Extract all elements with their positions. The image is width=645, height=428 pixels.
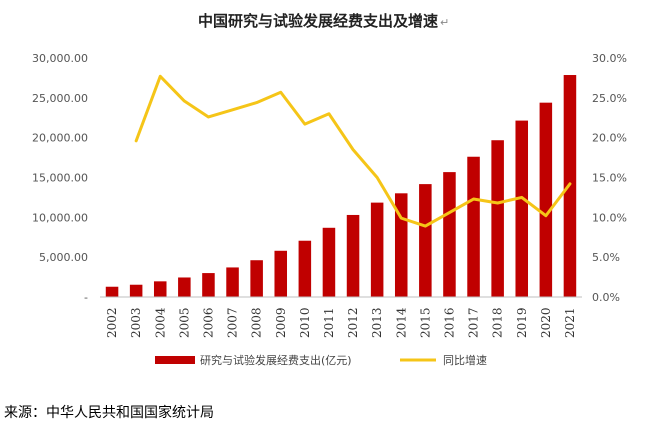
title-paragraph-mark: ↵: [440, 16, 449, 29]
growth-point-2010: [303, 123, 306, 126]
source-note: 来源：中华人民共和国国家统计局: [4, 405, 214, 421]
growth-point-2015: [424, 225, 427, 228]
x-tick-label: 2004: [153, 307, 167, 338]
right-tick-label: 15.0%: [592, 172, 627, 185]
left-tick-label: 30,000.00: [32, 52, 88, 65]
growth-point-2011: [327, 112, 330, 115]
legend-line-label: 同比增速: [443, 353, 487, 367]
bar-2003: [129, 284, 143, 297]
x-tick-label: 2021: [563, 307, 577, 338]
bar-2011: [322, 227, 336, 297]
growth-point-2020: [544, 214, 547, 217]
growth-point-2012: [352, 148, 355, 151]
x-tick-label: 2005: [177, 307, 191, 338]
bar-2009: [274, 250, 288, 297]
x-tick-label: 2019: [515, 307, 529, 338]
x-tick-label: 2014: [394, 307, 408, 338]
left-tick-label: -: [84, 291, 88, 304]
growth-point-2007: [231, 108, 234, 111]
bar-2008: [250, 260, 263, 297]
x-tick-label: 2015: [418, 307, 432, 338]
growth-point-2005: [183, 100, 186, 103]
bar-2016: [443, 172, 456, 297]
left-tick-label: 25,000.00: [32, 92, 88, 105]
x-tick-label: 2018: [491, 307, 505, 338]
x-tick-label: 2020: [539, 307, 553, 338]
x-tick-label: 2012: [346, 307, 360, 338]
x-tick-label: 2017: [467, 307, 481, 338]
left-tick-label: 5,000.00: [39, 251, 88, 264]
bar-2007: [226, 267, 239, 297]
bar-2019: [515, 120, 529, 297]
x-tick-label: 2003: [129, 307, 143, 338]
x-tick-label: 2006: [201, 307, 215, 338]
bar-2006: [202, 273, 215, 297]
growth-point-2004: [159, 75, 162, 78]
right-tick-label: 20.0%: [592, 132, 627, 145]
bar-2012: [346, 214, 360, 297]
legend-bar-swatch: [155, 356, 195, 364]
left-axis: - 5,000.00 10,000.00 15,000.00 20,000.00 25,0…: [32, 52, 88, 304]
legend: 研究与试验发展经费支出(亿元) 同比增速: [155, 353, 487, 367]
growth-point-2016: [448, 211, 451, 214]
growth-point-2013: [376, 176, 379, 179]
right-axis: 0.0% 5.0% 10.0% 15.0% 20.0% 25.0% 30.0%: [592, 52, 627, 304]
growth-point-2021: [568, 182, 571, 185]
x-tick-label: 2002: [105, 307, 119, 338]
x-tick-label: 2016: [442, 307, 456, 338]
x-tick-label: 2008: [250, 307, 264, 338]
x-tick-label: 2009: [274, 307, 288, 338]
bar-2018: [491, 140, 504, 297]
x-axis: 2002 2003 2004 2005 2006 2007 2008 2009 2010 2011…: [100, 296, 582, 338]
left-tick-label: 15,000.00: [32, 172, 88, 185]
bar-2010: [298, 240, 312, 297]
bar-2002: [105, 286, 119, 297]
bar-2005: [178, 277, 191, 297]
growth-point-2008: [255, 101, 258, 104]
growth-point-2017: [472, 198, 475, 201]
growth-point-2014: [400, 217, 403, 220]
growth-point-2006: [207, 115, 210, 118]
plot-area: [105, 74, 577, 298]
right-tick-label: 30.0%: [592, 52, 627, 65]
right-tick-label: 0.0%: [592, 291, 620, 304]
growth-line: [134, 74, 572, 228]
right-tick-label: 25.0%: [592, 92, 627, 105]
x-tick-label: 2011: [322, 307, 336, 338]
bar-2017: [467, 156, 480, 297]
x-tick-label: 2010: [298, 307, 312, 338]
growth-point-2003: [135, 139, 138, 142]
bar-2013: [370, 202, 384, 297]
chart-title: 中国研究与试验发展经费支出及增速: [198, 12, 438, 30]
legend-bar-label: 研究与试验发展经费支出(亿元): [200, 353, 352, 367]
bar-2015: [419, 184, 432, 297]
right-tick-label: 10.0%: [592, 211, 627, 224]
right-tick-label: 5.0%: [592, 251, 620, 264]
growth-point-2018: [496, 201, 499, 204]
left-tick-label: 10,000.00: [32, 211, 88, 224]
growth-point-2009: [279, 91, 282, 94]
growth-point-2019: [520, 196, 523, 199]
bar-2020: [539, 102, 553, 297]
bar-2004: [153, 281, 167, 297]
x-tick-label: 2013: [370, 307, 384, 338]
x-tick-label: 2007: [226, 307, 240, 338]
left-tick-label: 20,000.00: [32, 132, 88, 145]
